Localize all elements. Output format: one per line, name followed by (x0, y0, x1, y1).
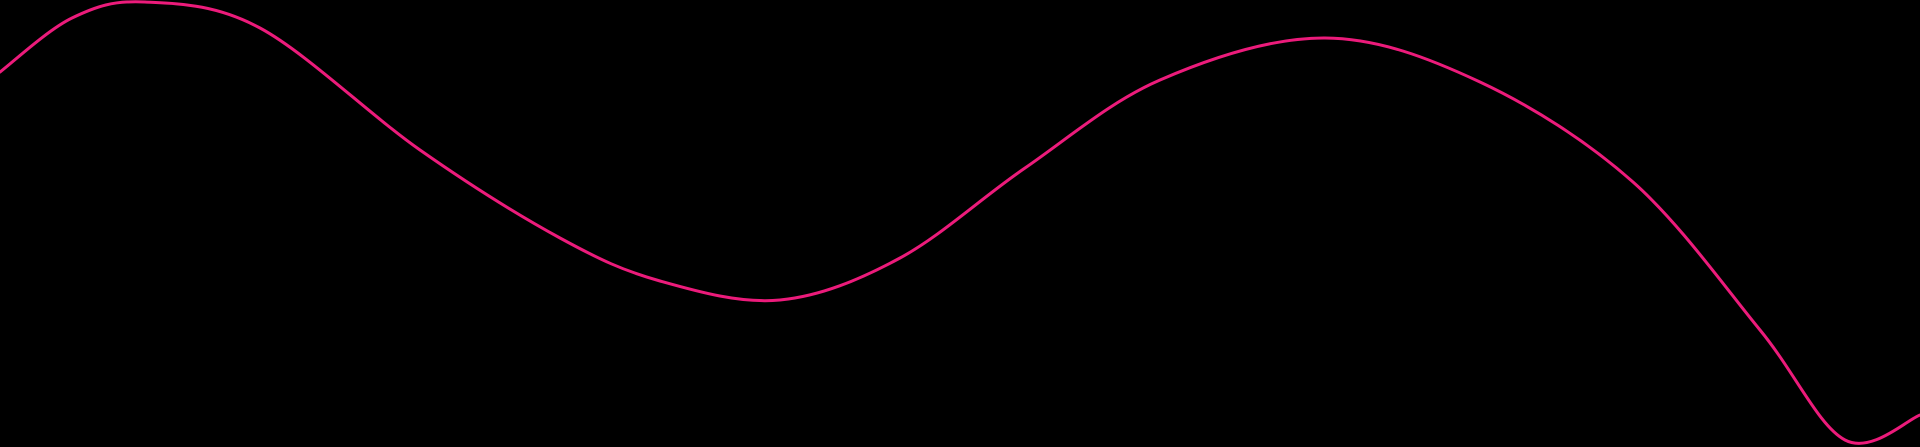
canvas-background (0, 0, 1920, 447)
wave-canvas (0, 0, 1920, 447)
pink-wave-line (0, 0, 1920, 445)
wave-svg (0, 0, 1920, 447)
